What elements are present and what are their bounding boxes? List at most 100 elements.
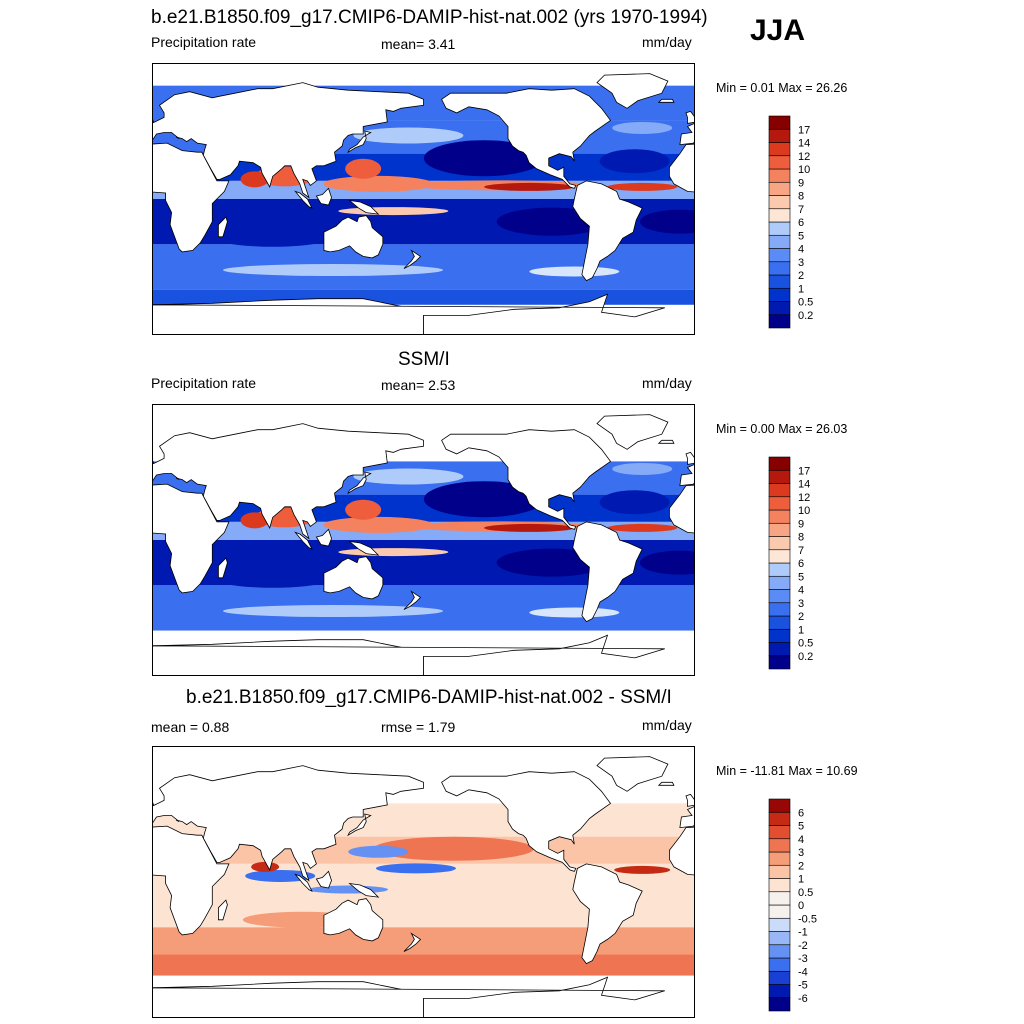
panel2-colorbar-label: 1 — [798, 624, 804, 636]
coastline-samerica — [572, 521, 643, 623]
coastline-japan — [347, 813, 372, 837]
panel1-colorbar-swatch — [768, 155, 791, 170]
panel2-units: mm/day — [642, 375, 692, 391]
panel1-colorbar-label: 3 — [798, 257, 804, 269]
panel2-colorbar-swatch — [768, 642, 791, 657]
coastline-antarcticaW — [152, 293, 665, 335]
panel2-colorbar-label: 5 — [798, 571, 804, 583]
coastline-newguinea — [348, 882, 380, 898]
panel2-colorbar-label: 14 — [798, 479, 810, 491]
panel3-title: b.e21.B1850.f09_g17.CMIP6-DAMIP-hist-nat… — [186, 687, 672, 708]
panel3-colorbar-label: 0.5 — [798, 887, 813, 899]
arabian-sea — [240, 512, 269, 529]
panel3-colorbar-label: -0.5 — [798, 913, 817, 925]
diff-pos-atlantic-itcz — [614, 865, 671, 874]
diff-band-southern — [152, 954, 695, 976]
panel3-rmse-label: rmse = 1.79 — [381, 719, 456, 735]
diff-neg-west-pacific — [348, 845, 409, 858]
panel3-minmax: Min = -11.81 Max = 10.69 — [716, 764, 858, 778]
coastline-namerica — [441, 429, 612, 530]
coastline-africa — [669, 826, 695, 876]
warm-pool-north — [323, 175, 434, 192]
coastline-sumatra — [294, 531, 313, 550]
panel2-colorbar-label: 2 — [798, 611, 804, 623]
panel2-left-label: Precipitation rate — [151, 375, 257, 391]
panel3-colorbar-label: 5 — [798, 821, 804, 833]
coastline-africa — [152, 142, 230, 253]
panel1-colorbar-label: 17 — [798, 124, 810, 136]
panel2-colorbar-swatch — [768, 602, 791, 617]
dry-south-indian — [212, 567, 333, 588]
diff-pos-arabian — [251, 861, 280, 872]
coastline-sumatra — [294, 190, 313, 209]
coastline-iceland — [657, 781, 675, 786]
spcz — [338, 548, 449, 557]
panel3-colorbar-label: 1 — [798, 874, 804, 886]
panel3-colorbar-label: 6 — [798, 807, 804, 819]
storm-track-southern — [223, 605, 443, 618]
panel3-mean-label: mean = 0.88 — [151, 719, 230, 735]
panel1-colorbar-swatch — [768, 115, 791, 130]
storm-track-southern — [223, 264, 443, 277]
coastline-borneo — [315, 528, 332, 547]
coastline-newguinea — [348, 199, 380, 215]
panel1-colorbar-label: 6 — [798, 217, 804, 229]
storm-track-atlantic — [612, 121, 673, 134]
map-frame — [152, 404, 695, 676]
panel3-colorbar-swatch — [768, 864, 791, 879]
panel1-colorbar-swatch — [768, 287, 791, 302]
panel3-colorbar-swatch — [768, 944, 791, 959]
panel1-colorbar-swatch — [768, 195, 791, 210]
panel3-colorbar-swatch — [768, 811, 791, 826]
panel1-colorbar-label: 5 — [798, 230, 804, 242]
coastline-borneo — [315, 187, 332, 206]
panel1-colorbar-label: 2 — [798, 270, 804, 282]
coastline-antarcticaW — [152, 634, 665, 676]
panel2-colorbar-swatch — [768, 589, 791, 604]
panel3-colorbar-swatch — [768, 917, 791, 932]
panel1-map — [152, 63, 695, 335]
panel3-colorbar-swatch — [768, 851, 791, 866]
coastline-eurasia — [152, 765, 424, 882]
panel2-colorbar-swatch — [768, 562, 791, 577]
coastline-newguinea — [348, 540, 380, 556]
panel2-minmax: Min = 0.00 Max = 26.03 — [716, 422, 848, 436]
panel2-map — [152, 404, 695, 676]
panel1-colorbar-label: 0.2 — [798, 310, 813, 322]
dry-north-pacific — [423, 140, 544, 177]
panel3-colorbar-label: -1 — [798, 927, 808, 939]
coastline-nz — [403, 249, 422, 269]
coastline-greenland — [596, 73, 669, 109]
panel1-colorbar-label: 8 — [798, 191, 804, 203]
panel1-colorbar-swatch — [768, 314, 791, 329]
panel3-colorbar-swatch — [768, 798, 791, 813]
coastline-australia — [323, 215, 384, 259]
map-frame — [152, 63, 695, 335]
coastline-madagascar — [218, 899, 228, 921]
diff-neg-maritime — [308, 885, 389, 894]
panel2-title: SSM/I — [398, 349, 450, 370]
panel2-colorbar-swatch — [768, 456, 791, 471]
panel1-colorbar-swatch — [768, 142, 791, 157]
coastline-samerica — [572, 180, 643, 282]
itcz-pacific-core — [484, 182, 575, 191]
coastline-namerica — [441, 88, 612, 189]
coastline-uk — [685, 451, 695, 465]
panel1-colorbar-swatch — [768, 128, 791, 143]
arabian-sea — [240, 171, 269, 188]
panel2-colorbar-swatch — [768, 536, 791, 551]
panel3-colorbar-swatch — [768, 984, 791, 999]
panel3-colorbar-label: -6 — [798, 993, 808, 1005]
dry-north-atlantic — [599, 490, 670, 515]
panel3-colorbar-label: 3 — [798, 847, 804, 859]
panel2-colorbar-swatch — [768, 469, 791, 484]
season-label: JJA — [750, 14, 806, 47]
panel3-units: mm/day — [642, 717, 692, 733]
coastline-madagascar — [218, 216, 228, 238]
panel1-colorbar-label: 14 — [798, 138, 810, 150]
warm-pool-north — [323, 516, 434, 533]
panel3-map — [152, 746, 695, 1018]
panel1-colorbar-swatch — [768, 261, 791, 276]
dry-south-atlantic — [639, 550, 695, 575]
